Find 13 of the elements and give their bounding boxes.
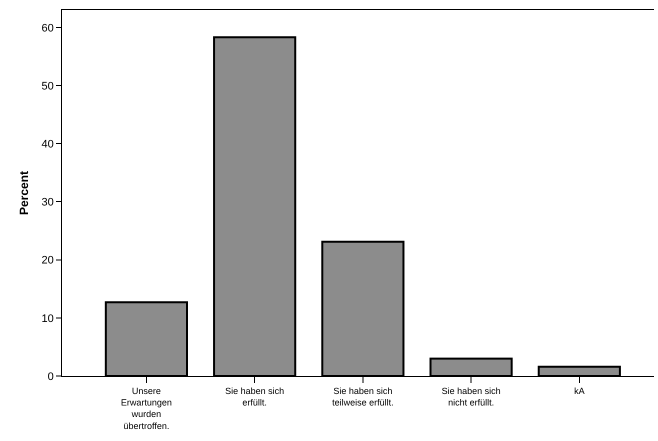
y-tick-label: 50 (42, 80, 54, 92)
y-tick-label: 30 (42, 196, 54, 209)
x-tick-label: Sie haben sich teilweise erfüllt. (332, 386, 394, 408)
y-tick-label: 0 (48, 370, 54, 383)
y-tick-label: 20 (42, 254, 54, 267)
y-tick-label: 60 (42, 22, 54, 34)
y-tick-label: 40 (42, 138, 54, 150)
x-tick-label: Unsere Erwartungen wurden übertroffen. (120, 386, 172, 431)
y-tick-label: 10 (42, 312, 54, 325)
y-axis-title: Percent (17, 170, 31, 216)
x-tick-label: Sie haben sich nicht erfüllt. (442, 386, 501, 408)
x-tick-label: kA (574, 386, 585, 396)
x-tick-label: Sie haben sich erfüllt. (225, 386, 284, 408)
